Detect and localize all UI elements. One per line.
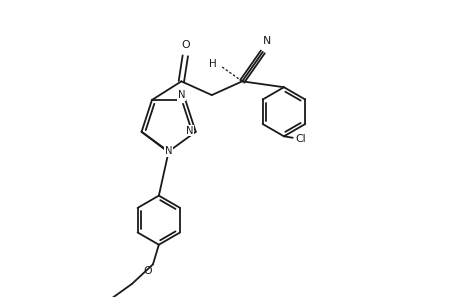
Text: N: N [164,146,172,157]
Text: N: N [262,36,270,46]
Text: O: O [180,40,189,50]
Text: O: O [143,266,152,276]
Text: N: N [185,126,193,136]
Text: N: N [177,90,185,100]
Text: H: H [208,59,216,69]
Text: Cl: Cl [295,134,306,144]
